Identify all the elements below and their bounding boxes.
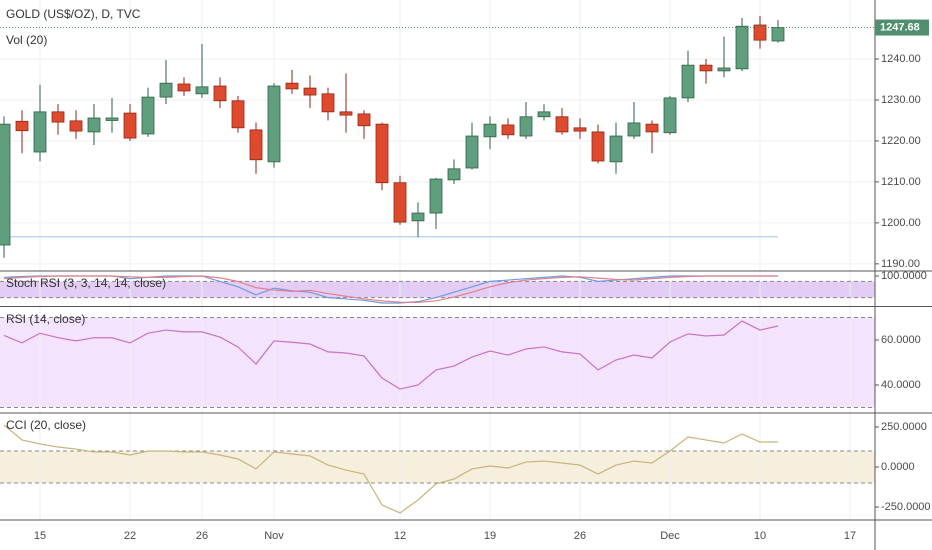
candle-body [645, 123, 659, 133]
panel-title: GOLD (US$/OZ), D, TVC [6, 7, 141, 21]
candle-body [681, 64, 695, 99]
candle-body [267, 85, 281, 163]
candle-body [753, 24, 767, 41]
candle-body [411, 212, 425, 222]
marks [0, 15, 875, 514]
candle-body [375, 123, 389, 184]
candle-body [447, 168, 461, 181]
x-tick-label: 22 [124, 530, 136, 542]
band-fill [0, 450, 875, 484]
panel-title: Stoch RSI (3, 3, 14, 14, close) [6, 276, 166, 290]
last-price-box [875, 19, 929, 36]
candle-body [699, 64, 713, 72]
x-tick-label: 10 [754, 530, 766, 542]
candle-body [249, 129, 263, 161]
candle-body [285, 82, 299, 90]
last-price-label: 1247.68 [880, 21, 920, 33]
indicator-line [3, 275, 778, 304]
candle-body [537, 111, 551, 118]
candle-body [0, 123, 11, 246]
labels: 1190.001200.001210.001220.001230.001240.… [6, 7, 931, 542]
candle-body [609, 135, 623, 163]
candle-body [231, 100, 245, 129]
candle-body [303, 87, 317, 96]
candle-body [33, 111, 47, 153]
candle-body [429, 178, 443, 214]
y-tick-label: 250.0000 [881, 421, 927, 433]
candle-body [87, 117, 101, 133]
x-tick-label: Nov [264, 530, 284, 542]
y-tick-label: 1210.00 [881, 176, 921, 188]
candle-body [519, 116, 533, 137]
y-tick-label: 1240.00 [881, 53, 921, 65]
y-tick-label: 1230.00 [881, 94, 921, 106]
candle-body [591, 131, 605, 162]
candle-body [105, 117, 119, 121]
candle-body [573, 127, 587, 132]
panel-title: RSI (14, close) [6, 312, 85, 326]
candle-body [15, 120, 29, 132]
y-tick-label: 60.0000 [881, 334, 921, 346]
band-fill [0, 281, 875, 298]
candle-body [663, 97, 677, 134]
y-tick-label: 0.0000 [881, 461, 915, 473]
x-tick-label: 26 [196, 530, 208, 542]
candle-body [717, 67, 731, 72]
candle-body [555, 116, 569, 133]
candle-body [195, 86, 209, 95]
candle-body [213, 85, 227, 102]
y-tick-label: 40.0000 [881, 379, 921, 391]
candle-body [141, 96, 155, 135]
candle-body [735, 25, 749, 70]
x-tick-label: 26 [574, 530, 586, 542]
panel-subtitle: Vol (20) [6, 33, 47, 47]
candle-body [321, 93, 335, 113]
indicator-line [3, 275, 778, 304]
y-tick-label: -250.0000 [881, 501, 931, 513]
band-fill [0, 317, 875, 408]
candle-body [357, 113, 371, 127]
candle-body [501, 124, 515, 136]
bands [0, 281, 875, 484]
x-tick-label: 19 [484, 530, 496, 542]
candle-body [159, 82, 173, 98]
x-tick-label: Dec [660, 530, 680, 542]
y-tick-label: 1200.00 [881, 217, 921, 229]
y-tick-label: 1190.00 [881, 258, 920, 270]
candle-body [339, 111, 353, 116]
candle-body [177, 83, 191, 92]
y-tick-label: 100.0000 [881, 270, 927, 282]
indicator-line [3, 320, 779, 390]
y-tick-label: 1220.00 [881, 135, 921, 147]
x-tick-label: 12 [394, 530, 406, 542]
candle-body [483, 123, 497, 138]
candle-body [393, 182, 407, 223]
candle-body [69, 120, 83, 132]
x-tick-label: 17 [844, 530, 856, 542]
candle-body [123, 112, 137, 139]
candle-body [465, 135, 479, 169]
candle-body [51, 111, 65, 123]
candle-body [627, 122, 641, 137]
candle-body [771, 27, 785, 42]
panel-title: CCI (20, close) [6, 418, 86, 432]
indicator-line [3, 424, 778, 514]
x-tick-label: 15 [34, 530, 46, 542]
